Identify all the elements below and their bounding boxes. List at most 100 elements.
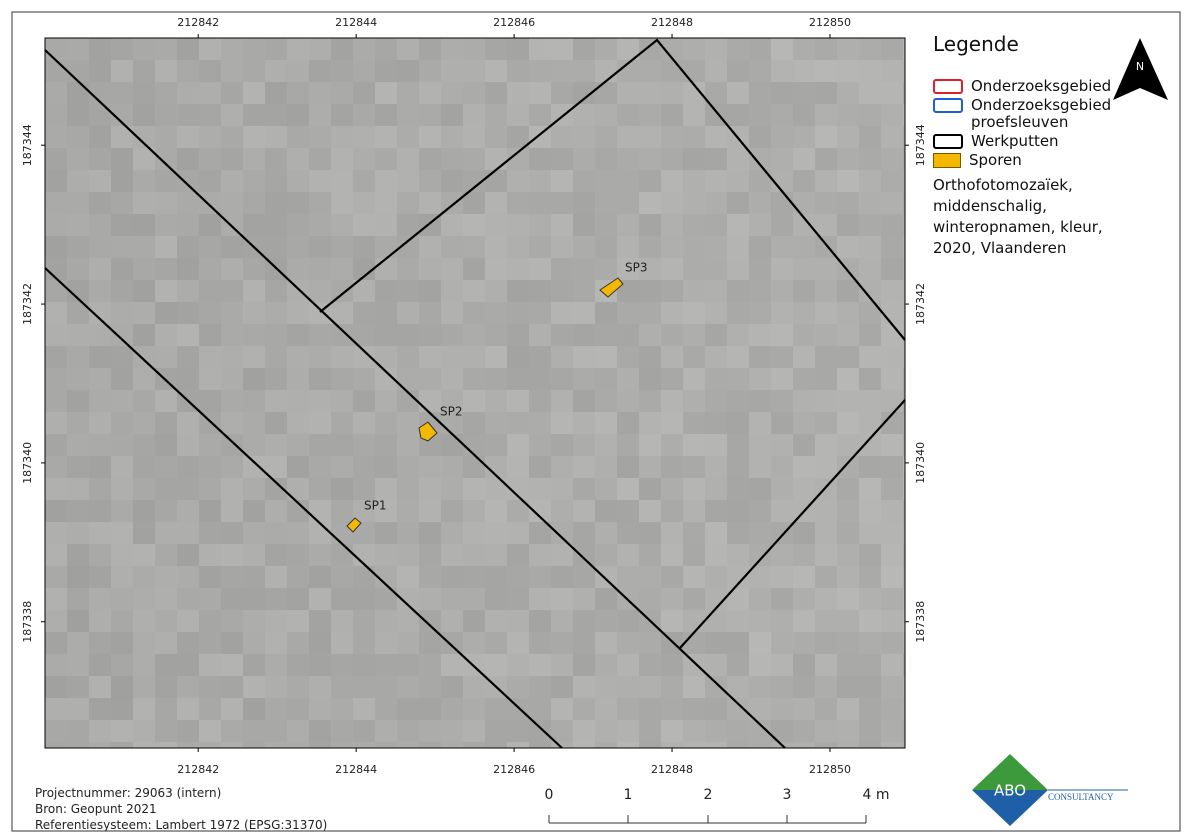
imagery-tile xyxy=(155,126,177,148)
imagery-tile xyxy=(89,148,111,170)
imagery-tile xyxy=(507,522,529,544)
imagery-tile xyxy=(177,324,199,346)
imagery-tile xyxy=(89,434,111,456)
imagery-tile xyxy=(485,522,507,544)
imagery-tile xyxy=(661,104,683,126)
imagery-tile xyxy=(793,544,815,566)
imagery-tile xyxy=(617,324,639,346)
imagery-tile xyxy=(529,324,551,346)
imagery-tile xyxy=(287,412,309,434)
imagery-tile xyxy=(705,214,727,236)
imagery-tile xyxy=(397,632,419,654)
imagery-tile xyxy=(485,148,507,170)
imagery-tile xyxy=(573,170,595,192)
grid-label: 212850 xyxy=(809,16,851,29)
imagery-tile xyxy=(133,170,155,192)
imagery-tile xyxy=(89,368,111,390)
imagery-tile xyxy=(617,434,639,456)
imagery-tile xyxy=(881,346,903,368)
imagery-tile xyxy=(441,126,463,148)
imagery-tile xyxy=(727,478,749,500)
imagery-tile xyxy=(397,566,419,588)
imagery-tile xyxy=(617,170,639,192)
imagery-tile xyxy=(859,654,881,676)
imagery-tile xyxy=(221,104,243,126)
imagery-tile xyxy=(485,214,507,236)
source-line: Orthofotomozaïek, middenschalig, xyxy=(933,175,1183,217)
imagery-tile xyxy=(287,522,309,544)
imagery-tile xyxy=(727,720,749,742)
imagery-tile xyxy=(485,104,507,126)
imagery-tile xyxy=(859,60,881,82)
imagery-tile xyxy=(683,654,705,676)
imagery-tile xyxy=(199,566,221,588)
imagery-tile xyxy=(67,324,89,346)
imagery-tile xyxy=(837,632,859,654)
imagery-tile xyxy=(441,500,463,522)
imagery-tile xyxy=(463,522,485,544)
imagery-tile xyxy=(485,698,507,720)
imagery-tile xyxy=(265,610,287,632)
imagery-tile xyxy=(243,170,265,192)
imagery-tile xyxy=(859,346,881,368)
legend-title: Legende xyxy=(933,32,1183,56)
imagery-tile xyxy=(397,126,419,148)
imagery-tile xyxy=(771,236,793,258)
imagery-tile xyxy=(727,214,749,236)
imagery-tile xyxy=(661,280,683,302)
imagery-tile xyxy=(705,632,727,654)
imagery-tile xyxy=(243,214,265,236)
imagery-tile xyxy=(419,720,441,742)
imagery-tile xyxy=(881,38,903,60)
swatch xyxy=(933,134,963,149)
imagery-tile xyxy=(89,280,111,302)
imagery-tile xyxy=(155,302,177,324)
imagery-tile xyxy=(683,676,705,698)
imagery-tile xyxy=(463,148,485,170)
imagery-tile xyxy=(397,478,419,500)
imagery-tile xyxy=(595,478,617,500)
imagery-tile xyxy=(177,60,199,82)
imagery-tile xyxy=(485,412,507,434)
imagery-tile xyxy=(771,522,793,544)
footer: Projectnummer: 29063 (intern) Bron: Geop… xyxy=(35,785,327,833)
imagery-tile xyxy=(353,236,375,258)
imagery-tile xyxy=(177,500,199,522)
imagery-tile xyxy=(199,258,221,280)
imagery-tile xyxy=(881,500,903,522)
imagery-tile xyxy=(881,654,903,676)
imagery-tile xyxy=(243,324,265,346)
imagery-tile xyxy=(221,368,243,390)
imagery-tile xyxy=(749,368,771,390)
imagery-tile xyxy=(573,434,595,456)
grid-label: 187340 xyxy=(21,442,34,484)
imagery-tile xyxy=(771,258,793,280)
imagery-tile xyxy=(67,38,89,60)
imagery-tile xyxy=(265,82,287,104)
spoor-label: SP3 xyxy=(625,261,648,275)
source-line: 2020, Vlaanderen xyxy=(933,238,1183,259)
imagery-tile xyxy=(265,522,287,544)
imagery-tile xyxy=(639,522,661,544)
imagery-tile xyxy=(749,324,771,346)
imagery-tile xyxy=(265,170,287,192)
imagery-tile xyxy=(265,280,287,302)
imagery-tile xyxy=(67,126,89,148)
imagery-tile xyxy=(683,588,705,610)
imagery-tile xyxy=(155,148,177,170)
imagery-tile xyxy=(111,302,133,324)
imagery-tile xyxy=(45,280,67,302)
imagery-tile xyxy=(287,258,309,280)
imagery-tile xyxy=(67,632,89,654)
imagery-tile xyxy=(331,38,353,60)
imagery-tile xyxy=(155,258,177,280)
imagery-tile xyxy=(771,60,793,82)
imagery-tile xyxy=(133,192,155,214)
imagery-tile xyxy=(419,566,441,588)
imagery-tile xyxy=(67,610,89,632)
imagery-tile xyxy=(749,676,771,698)
imagery-tile xyxy=(221,676,243,698)
imagery-tile xyxy=(859,588,881,610)
imagery-tile xyxy=(463,82,485,104)
imagery-tile xyxy=(705,148,727,170)
